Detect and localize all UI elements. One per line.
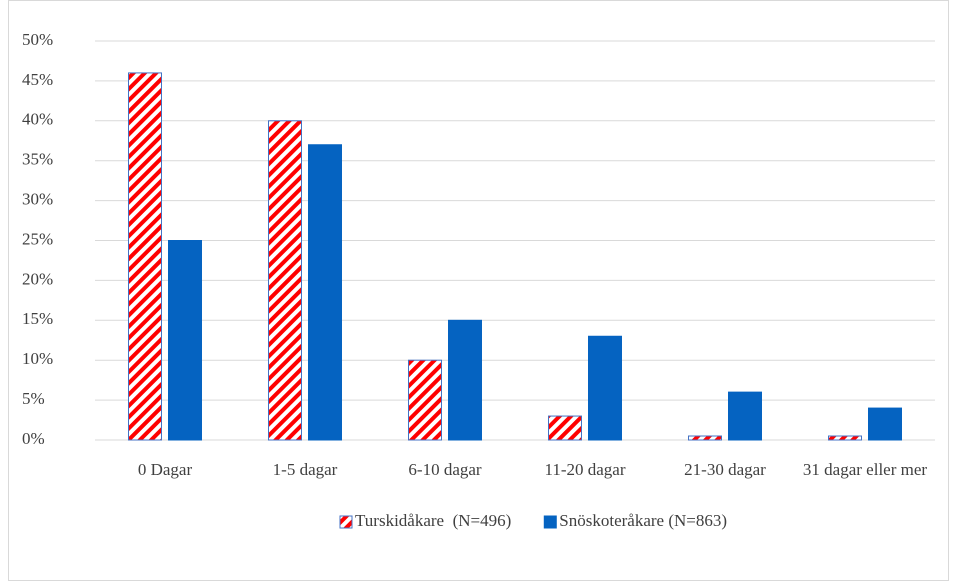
bar (688, 435, 722, 441)
y-tick-label: 5% (22, 389, 45, 408)
x-tick-label: 21-30 dagar (684, 460, 766, 479)
bar (728, 391, 762, 441)
legend-swatch (339, 515, 353, 529)
legend-swatch (543, 515, 557, 529)
bar (408, 359, 442, 441)
bar (448, 319, 482, 441)
x-tick-label: 11-20 dagar (544, 460, 626, 479)
y-tick-label: 15% (22, 309, 53, 328)
y-tick-label: 45% (22, 70, 53, 89)
y-tick-label: 35% (22, 150, 53, 169)
x-tick-label: 31 dagar eller mer (802, 460, 928, 479)
y-tick-label: 40% (22, 110, 53, 129)
legend-label: Turskidåkare (N=496) (355, 511, 511, 530)
bar (168, 240, 202, 441)
y-tick-label: 20% (22, 269, 53, 288)
y-tick-label: 0% (22, 429, 45, 448)
bar (868, 407, 902, 441)
chart-frame (8, 0, 949, 581)
bar (308, 144, 342, 441)
y-tick-label: 30% (22, 190, 53, 209)
y-tick-label: 25% (22, 229, 53, 248)
y-tick-label: 10% (22, 349, 53, 368)
y-tick-label: 50% (22, 30, 53, 49)
bar (128, 72, 162, 441)
bar (588, 335, 622, 441)
x-tick-label: 0 Dagar (137, 460, 193, 479)
bar (548, 415, 582, 441)
bar (828, 435, 862, 441)
legend-label: Snöskoteråkare (N=863) (559, 511, 727, 530)
x-tick-label: 1-5 dagar (272, 460, 338, 479)
x-tick-label: 6-10 dagar (408, 460, 482, 479)
bar (268, 120, 302, 441)
